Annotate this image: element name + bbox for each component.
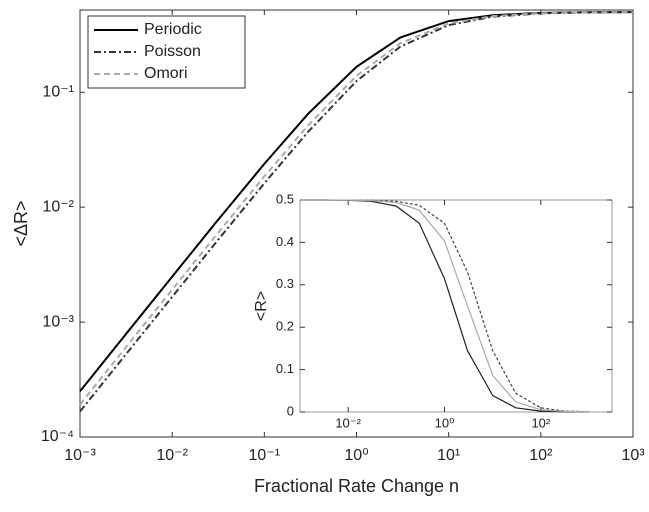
legend-label: Omori — [144, 65, 188, 82]
y-axis-label: <R> — [253, 291, 270, 321]
y-tick-label: 10⁻² — [42, 198, 74, 215]
y-tick-label: 0 — [287, 403, 294, 418]
y-tick-label: 0.3 — [276, 276, 294, 291]
chart: 10⁻² 10⁰ 10² 0 0.1 0.2 0.3 0.4 0.5 <R> — [253, 191, 613, 430]
x-tick-label: 10³ — [621, 447, 645, 464]
y-tick-label: 0.2 — [276, 319, 294, 334]
x-tick-label: 10⁻² — [156, 447, 188, 464]
y-tick-label: 0.1 — [276, 361, 294, 376]
series-line — [300, 199, 590, 413]
y-tick-label: 0.5 — [276, 191, 294, 206]
x-tick-label: 10⁻³ — [64, 447, 96, 464]
y-tick-label: 10⁻³ — [42, 313, 74, 330]
x-tick-label: 10⁰ — [344, 447, 368, 464]
series-line — [300, 199, 590, 413]
y-axis-label: <ΔR> — [11, 200, 31, 246]
legend-label: Poisson — [144, 43, 201, 60]
x-tick-label: 10⁻¹ — [249, 447, 281, 464]
plot-area — [299, 199, 613, 413]
y-tick-label: 0.4 — [276, 234, 294, 249]
series-line — [79, 11, 634, 413]
x-tick-label: 10⁻² — [335, 415, 361, 430]
x-tick-label: 10¹ — [437, 447, 460, 464]
x-tick-label: 10⁰ — [435, 415, 455, 430]
y-tick-label: 10⁻¹ — [42, 83, 74, 100]
x-tick-label: 10² — [531, 415, 550, 430]
x-tick-label: 10² — [529, 447, 553, 464]
legend-label: Periodic — [144, 21, 202, 38]
x-axis-label: Fractional Rate Change n — [254, 476, 459, 496]
y-tick-label: 10⁻⁴ — [41, 428, 74, 445]
